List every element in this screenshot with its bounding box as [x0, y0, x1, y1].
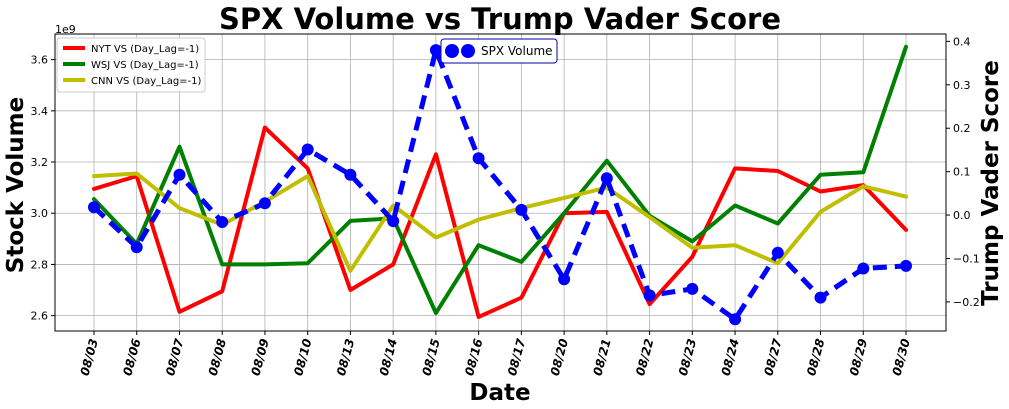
legend-left: NYT VS (Day_Lag=-1) WSJ VS (Day_Lag=-1) …	[56, 37, 206, 93]
spx-volume-point	[216, 216, 229, 228]
y-tick-label: 3.4	[31, 105, 49, 118]
y2-tick-label: 0.4	[953, 35, 971, 48]
legend-marker-spx-1	[445, 44, 459, 58]
y-tick-label: 3.0	[31, 207, 49, 220]
y2-tick-label: 0.1	[953, 166, 971, 179]
x-tick-label: 08/28	[804, 337, 827, 377]
y-axis-title: Stock Volume	[3, 97, 29, 273]
chart-title: SPX Volume vs Trump Vader Score	[219, 2, 781, 36]
series-layer	[88, 41, 912, 326]
spx-volume-point	[558, 273, 571, 286]
series-line-cnn	[92, 171, 908, 273]
spx-volume-point	[472, 152, 485, 165]
legend-marker-spx-2	[461, 44, 475, 58]
legend-left-box	[56, 37, 206, 93]
x-tick-label: 08/17	[505, 337, 528, 378]
legend-label-wsj: WSJ VS (Day_Lag=-1)	[91, 60, 199, 71]
spx-volume-point	[857, 262, 870, 275]
series-line-wsj	[92, 44, 908, 316]
y2-tick-label: −0.2	[953, 296, 980, 309]
x-tick-label: 08/27	[761, 337, 784, 378]
x-tick-label: 08/07	[163, 337, 186, 378]
y2-tick-label: 0.0	[953, 209, 971, 222]
y2-tick-label: 0.3	[953, 79, 971, 92]
spx-volume-point	[130, 241, 143, 254]
x-tick-label: 08/08	[206, 337, 229, 377]
x-tick-label: 08/09	[249, 337, 272, 377]
legend-right: SPX Volume	[440, 38, 558, 64]
x-tick-label: 08/23	[676, 337, 699, 377]
x-tick-label: 08/13	[334, 337, 357, 377]
spx-volume-point	[600, 172, 613, 185]
x-tick-label: 08/14	[377, 337, 400, 377]
x-tick-label: 08/22	[633, 337, 656, 377]
x-tick-label: 08/16	[462, 337, 485, 377]
legend-label-cnn: CNN VS (Day_Lag=-1)	[91, 76, 202, 87]
y2-axis-title: Trump Vader Score	[978, 60, 1004, 306]
y-offset-label: 1e9	[55, 23, 76, 36]
y-tick-label: 3.2	[31, 156, 49, 169]
legend-label-nyt: NYT VS (Day_Lag=-1)	[91, 44, 199, 55]
x-tick-label: 08/15	[419, 337, 442, 377]
x-tick-label: 08/03	[78, 337, 101, 377]
x-axis-title: Date	[469, 380, 530, 406]
x-tick-label: 08/21	[590, 337, 613, 377]
spx-volume-point	[344, 168, 357, 181]
y2-tick-label: −0.1	[953, 252, 980, 265]
spx-volume-point	[686, 282, 699, 295]
spx-volume-point	[429, 44, 442, 57]
y-tick-label: 2.6	[31, 310, 49, 323]
legend-label-spx: SPX Volume	[481, 44, 553, 58]
spx-volume-point	[814, 291, 827, 304]
plot-frame	[54, 33, 947, 332]
spx-volume-point	[515, 203, 528, 216]
x-tick-label: 08/30	[890, 337, 913, 377]
x-tick-label: 08/20	[548, 337, 571, 377]
x-tick-label: 08/24	[719, 337, 742, 377]
y-tick-label: 3.6	[31, 54, 49, 67]
x-tick-label: 08/10	[291, 337, 314, 377]
spx-volume-point	[900, 259, 912, 272]
series-line-spx-volume	[92, 41, 907, 323]
spx-volume-point	[173, 168, 186, 181]
x-tick-label: 08/29	[847, 337, 870, 377]
spx-volume-point	[258, 197, 271, 210]
x-tick-label: 08/06	[120, 337, 143, 377]
spx-volume-point	[643, 289, 656, 302]
y-tick-label: 2.8	[31, 258, 49, 271]
spx-volume-point	[771, 246, 784, 259]
spx-volume-point	[88, 201, 100, 214]
spx-volume-point	[729, 313, 742, 326]
spx-volume-point	[387, 215, 400, 228]
spx-volume-point	[301, 143, 314, 156]
y2-tick-label: 0.2	[953, 122, 971, 135]
